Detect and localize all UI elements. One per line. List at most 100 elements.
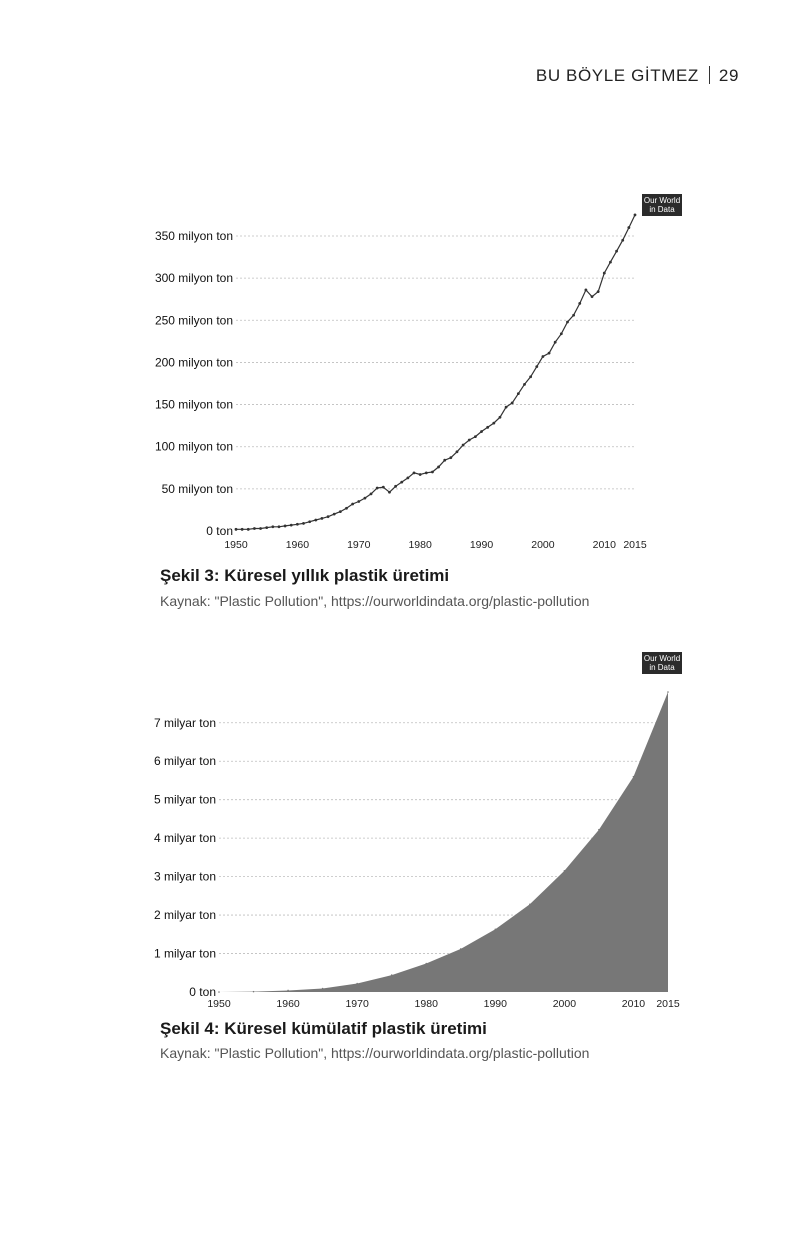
y-tick-label: 150 milyon ton bbox=[155, 398, 233, 412]
badge-background bbox=[642, 652, 682, 674]
data-point bbox=[584, 288, 588, 292]
data-point bbox=[363, 496, 367, 500]
data-point bbox=[627, 226, 631, 229]
our-world-in-data-badge-2: Our World in Data bbox=[642, 652, 682, 674]
data-point bbox=[431, 470, 434, 474]
y-tick-label: 50 milyon ton bbox=[162, 482, 233, 496]
data-point bbox=[615, 249, 618, 253]
running-head: BU BÖYLE GİTMEZ 29 bbox=[536, 66, 739, 86]
data-point bbox=[356, 982, 358, 985]
data-point bbox=[523, 382, 526, 386]
y-tick-label: 7 milyar ton bbox=[154, 716, 216, 730]
data-point bbox=[443, 458, 447, 462]
data-point bbox=[218, 991, 220, 993]
data-point bbox=[381, 485, 385, 489]
data-point bbox=[345, 506, 348, 510]
running-title: BU BÖYLE GİTMEZ bbox=[535, 66, 699, 85]
x-tick-label: 1990 bbox=[470, 539, 494, 551]
data-point bbox=[308, 520, 312, 524]
data-point bbox=[632, 775, 635, 778]
x-tick-label: 2010 bbox=[593, 539, 617, 551]
data-point bbox=[449, 456, 453, 460]
x-tick-label: 2000 bbox=[553, 998, 577, 1010]
y-tick-label: 0 ton bbox=[206, 524, 233, 538]
data-point bbox=[459, 948, 462, 950]
badge-line2: in Data bbox=[649, 663, 675, 672]
data-point bbox=[578, 302, 582, 305]
header-separator bbox=[708, 66, 710, 84]
data-point bbox=[412, 471, 416, 475]
y-tick-label: 100 milyon ton bbox=[155, 440, 233, 454]
badge-line1: Our World bbox=[644, 196, 680, 205]
data-point bbox=[510, 401, 514, 405]
data-point bbox=[234, 527, 238, 531]
data-point bbox=[390, 974, 393, 976]
data-point bbox=[425, 962, 428, 965]
figure3-caption: Şekil 3: Küresel yıllık plastik üretimi bbox=[160, 566, 450, 585]
x-tick-label: 1990 bbox=[484, 998, 508, 1010]
y-tick-label: 250 milyon ton bbox=[155, 313, 233, 327]
our-world-in-data-badge: Our World in Data bbox=[642, 194, 682, 216]
data-point bbox=[486, 425, 490, 429]
data-point bbox=[283, 524, 287, 528]
data-point bbox=[535, 365, 539, 369]
data-point bbox=[516, 392, 520, 396]
data-point bbox=[529, 903, 531, 906]
data-point bbox=[541, 355, 545, 358]
data-point bbox=[572, 313, 576, 317]
y-tick-label: 1 milyar ton bbox=[154, 947, 216, 961]
data-point bbox=[424, 471, 428, 475]
data-point bbox=[321, 987, 324, 990]
annual-plastic-production-chart: Our World in Data 0 ton 50 milyon ton 100 … bbox=[155, 194, 682, 551]
data-point bbox=[271, 525, 275, 529]
data-point bbox=[246, 527, 250, 531]
data-point bbox=[338, 510, 342, 514]
data-point bbox=[590, 295, 594, 299]
data-point bbox=[633, 213, 637, 217]
series-line bbox=[236, 214, 636, 530]
x-tick-label: 1980 bbox=[408, 539, 432, 551]
data-point bbox=[287, 989, 289, 992]
data-point bbox=[406, 476, 410, 480]
badge-line1: Our World bbox=[644, 654, 680, 663]
x-tick-label: 2000 bbox=[531, 539, 555, 551]
data-point bbox=[394, 484, 397, 488]
data-point bbox=[259, 527, 262, 530]
figure4-source: Kaynak: "Plastic Pollution", https://our… bbox=[160, 1045, 590, 1061]
y-tick-label: 4 milyar ton bbox=[154, 831, 216, 845]
data-point bbox=[529, 375, 533, 379]
data-point bbox=[494, 928, 497, 931]
data-point bbox=[295, 522, 299, 526]
y-tick-label: 3 milyar ton bbox=[154, 870, 216, 884]
cumulative-area bbox=[219, 692, 668, 992]
data-point bbox=[351, 502, 355, 506]
data-point bbox=[400, 480, 404, 484]
data-point bbox=[320, 516, 324, 520]
data-point bbox=[596, 290, 600, 294]
data-point bbox=[418, 473, 422, 476]
data-point bbox=[621, 238, 625, 242]
data-point bbox=[253, 527, 256, 530]
data-point bbox=[461, 443, 465, 447]
data-point bbox=[375, 486, 379, 490]
data-point bbox=[547, 351, 551, 355]
figure4-caption: Şekil 4: Küresel kümülatif plastik üreti… bbox=[160, 1019, 487, 1038]
data-point bbox=[553, 340, 557, 344]
x-tick-label: 1950 bbox=[224, 539, 248, 551]
x-tick-label: 2010 bbox=[622, 998, 646, 1010]
figure3-source: Kaynak: "Plastic Pollution", https://our… bbox=[160, 593, 590, 609]
badge-background bbox=[642, 194, 682, 216]
data-point bbox=[302, 522, 305, 525]
data-point bbox=[480, 430, 483, 433]
y-tick-label: 200 milyon ton bbox=[155, 355, 233, 369]
data-point bbox=[332, 512, 336, 516]
data-point bbox=[602, 271, 606, 275]
x-tick-label: 1950 bbox=[207, 998, 231, 1010]
data-point bbox=[563, 870, 566, 872]
y-tick-label: 5 milyar ton bbox=[154, 793, 216, 807]
x-tick-label: 1960 bbox=[286, 539, 310, 551]
data-point bbox=[598, 828, 600, 831]
y-tick-label: 2 milyar ton bbox=[154, 908, 216, 922]
data-point bbox=[252, 990, 255, 993]
y-tick-label: 350 milyon ton bbox=[155, 229, 233, 243]
